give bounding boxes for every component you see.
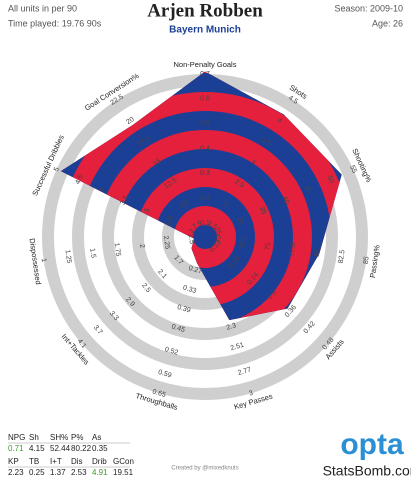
stat-label: KP	[8, 457, 19, 466]
tick-label: 0.5	[200, 121, 210, 128]
tick-label: 1.5	[206, 220, 218, 231]
tick-label: 82.5	[338, 249, 347, 264]
tick-label: 0.3	[200, 170, 210, 177]
tick-label: 2	[222, 201, 229, 209]
player-name: Arjen Robben	[147, 0, 263, 21]
tick-label: 2.3	[226, 322, 237, 331]
band	[193, 225, 217, 249]
tick-label: 15	[152, 158, 162, 168]
tick-label: 3	[249, 159, 256, 167]
tick-label: 3.5	[120, 194, 130, 206]
stat-value: 4.91	[92, 468, 108, 477]
tick-label: 2.5	[187, 234, 195, 245]
tick-label: 25	[213, 226, 223, 236]
tick-label: 0.27	[188, 265, 203, 276]
stat-label: GCon	[113, 457, 134, 466]
tick-label: 5	[53, 166, 61, 173]
tick-label: 0.59	[157, 369, 172, 380]
tick-label: 0.4	[200, 145, 210, 152]
stat-label: NPG	[8, 433, 25, 442]
tick-label: 80	[314, 249, 322, 258]
tick-label: 4	[98, 187, 106, 194]
tick-label: 1.75	[113, 242, 122, 257]
stat-label: SH%	[50, 433, 68, 442]
tick-label: 0.65	[151, 388, 166, 399]
tick-label: 72.5	[239, 235, 248, 250]
tick-label: 3	[248, 390, 254, 398]
stat-label: TB	[29, 457, 39, 466]
tick-label: 0.1	[200, 220, 210, 227]
site: StatsBomb.com	[323, 463, 411, 479]
stat-value: 4.15	[29, 444, 45, 453]
tick-label: 2	[189, 228, 197, 235]
stat-value: 1.37	[50, 468, 66, 477]
tick-label: 50	[326, 175, 336, 185]
tick-label: 4	[276, 117, 283, 125]
tick-label: 75	[264, 242, 272, 251]
tick-label: 2.5	[165, 215, 175, 227]
tick-label: 0.45	[171, 323, 186, 334]
stat-value: 2.53	[71, 468, 87, 477]
stat-label: Drib	[92, 457, 107, 466]
tick-label: 0.3	[266, 289, 278, 301]
tick-label: 40	[280, 195, 290, 205]
tick-label: 4.1	[76, 338, 88, 350]
tick-label: 7.5	[192, 220, 204, 231]
tick-label: 2.5	[140, 282, 152, 294]
stat-value: 2.23	[8, 468, 24, 477]
tick-label: 3.7	[92, 324, 104, 336]
tick-label: 1.7	[172, 254, 184, 266]
units-note: All units in per 90	[8, 3, 77, 13]
tick-label: 3.3	[108, 310, 120, 322]
stat-value: 52.44	[50, 444, 71, 453]
tick-label: 55	[348, 164, 358, 174]
credit: Created by @mixedknuts	[171, 466, 238, 472]
stat-label: P%	[71, 433, 83, 442]
stat-label: As	[92, 433, 101, 442]
tick-label: 30	[235, 216, 245, 226]
stat-value: 0.35	[92, 444, 108, 453]
tick-label: 3	[143, 207, 151, 214]
stat-value: 19.51	[113, 468, 134, 477]
stat-label: Sh	[29, 433, 39, 442]
tick-label: 20	[125, 116, 135, 126]
tick-label: 1	[40, 258, 47, 263]
tick-label: 2.77	[237, 366, 252, 377]
team-name: Bayern Munich	[169, 25, 241, 36]
tick-label: 35	[258, 206, 268, 216]
stat-value: 0.25	[29, 468, 45, 477]
tick-label: 2.51	[230, 342, 245, 353]
tick-label: 0.33	[182, 284, 197, 295]
tick-label: 0.39	[176, 304, 191, 315]
season: Season: 2009-10	[334, 3, 403, 13]
tick-label: 70	[215, 235, 223, 244]
tick-label: 3.5	[260, 136, 272, 147]
axis-name: Non-Penalty Goals	[174, 60, 237, 69]
tick-label: 2	[138, 244, 145, 249]
tick-label: 1.5	[88, 248, 96, 259]
tick-label: 1.25	[63, 249, 72, 264]
tick-label: 4.5	[74, 174, 84, 186]
tick-label: 0.2	[200, 195, 210, 202]
tick-label: 0.52	[164, 346, 179, 357]
opta-logo: opta	[340, 428, 404, 461]
tick-label: 2.1	[156, 268, 168, 280]
tick-label: 4.5	[287, 95, 299, 106]
tick-label: 0.7	[200, 71, 210, 78]
stat-label: Dis	[71, 457, 83, 466]
time-played: Time played: 19.76 90s	[8, 18, 102, 28]
age: Age: 26	[372, 18, 403, 28]
stat-label: I+T	[50, 457, 62, 466]
stat-value: 80.22	[71, 444, 92, 453]
tick-label: 2.25	[162, 235, 171, 250]
tick-label: 0.6	[200, 96, 210, 103]
tick-label: 2.5	[233, 178, 245, 189]
tick-label: 45	[303, 185, 313, 195]
tick-label: 77.5	[289, 242, 298, 257]
tick-label: 85	[363, 256, 371, 265]
tick-label: 2.9	[124, 296, 136, 308]
stat-value: 0.71	[8, 444, 24, 453]
tick-label: 10	[179, 200, 189, 210]
